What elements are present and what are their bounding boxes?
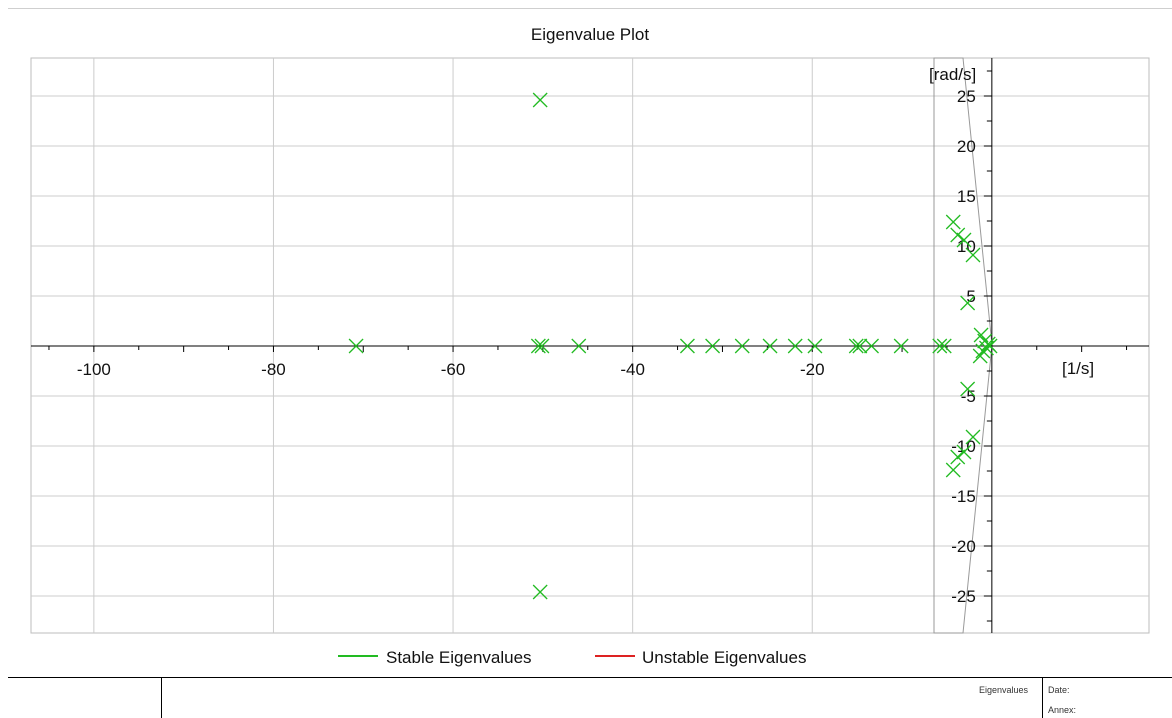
eigenvalue-marker: [530, 338, 546, 354]
footer-date-label: Date:: [1048, 685, 1070, 695]
legend: Stable Eigenvalues Unstable Eigenvalues: [338, 648, 806, 667]
y-tick-label: 20: [957, 137, 976, 156]
y-tick-label: -10: [951, 437, 976, 456]
legend-label-unstable: Unstable Eigenvalues: [642, 648, 806, 667]
eigenvalue-marker: [975, 343, 991, 359]
eigenvalue-marker: [956, 444, 972, 460]
eigenvalue-marker: [734, 338, 750, 354]
y-tick-label: 15: [957, 187, 976, 206]
eigenvalue-marker: [945, 214, 961, 230]
footer-cell-right: Date: Annex:: [1042, 678, 1172, 718]
footer-cell-left: [8, 678, 162, 718]
eigenvalue-marker: [534, 338, 550, 354]
eigenvalue-marker: [950, 227, 966, 243]
eigenvalue-marker: [972, 348, 988, 364]
footer-label: Eigenvalues: [979, 685, 1029, 695]
eigenvalue-marker: [965, 247, 981, 263]
chart-title: Eigenvalue Plot: [531, 25, 649, 44]
footer: Eigenvalues Date: Annex:: [8, 677, 1172, 718]
stability-boundary: [933, 57, 993, 634]
eigenvalue-marker: [848, 338, 864, 354]
eigenvalue-marker: [960, 295, 976, 311]
eigenvalue-marker: [945, 462, 961, 478]
eigenvalue-marker: [965, 429, 981, 445]
footer-annex-label: Annex:: [1048, 705, 1077, 715]
legend-label-stable: Stable Eigenvalues: [386, 648, 532, 667]
y-tick-label: 25: [957, 87, 976, 106]
eigenvalue-marker: [679, 338, 695, 354]
eigenvalue-marker: [807, 338, 823, 354]
y-tick-label: -15: [951, 487, 976, 506]
eigenvalue-marker: [571, 338, 587, 354]
x-axis-label: [1/s]: [1062, 359, 1094, 378]
eigenvalue-marker: [705, 338, 721, 354]
eigenvalue-marker: [950, 449, 966, 465]
eigenvalue-marker: [936, 338, 952, 354]
y-axis-label: [rad/s]: [929, 65, 976, 84]
y-tick-label: -20: [951, 537, 976, 556]
chart-frame: [8, 8, 1172, 718]
x-tick-label: -60: [441, 360, 466, 379]
y-tick-label: -25: [951, 587, 976, 606]
x-tick-label: -20: [800, 360, 825, 379]
x-tick-label: -100: [77, 360, 111, 379]
eigenvalue-marker: [852, 338, 868, 354]
y-tick-label: 5: [966, 287, 975, 306]
eigenvalue-marker: [864, 338, 879, 354]
eigenvalue-marker: [787, 338, 803, 354]
eigenvalue-plot: Eigenvalue Plot -100 -80 -60 -40 -20 25 20 15 10…: [30, 25, 1150, 667]
x-tick-label: -80: [261, 360, 286, 379]
eigenvalue-markers: [348, 92, 998, 600]
eigenvalue-marker: [960, 381, 976, 397]
x-tick-label: -40: [620, 360, 645, 379]
eigenvalue-marker: [762, 338, 778, 354]
eigenvalue-marker: [532, 584, 548, 600]
eigenvalue-marker: [348, 338, 364, 354]
eigenvalue-marker: [532, 92, 548, 108]
eigenvalue-marker: [932, 338, 948, 354]
eigenvalue-marker: [893, 338, 909, 354]
eigenvalue-marker: [956, 232, 972, 248]
y-tick-label: 10: [957, 237, 976, 256]
